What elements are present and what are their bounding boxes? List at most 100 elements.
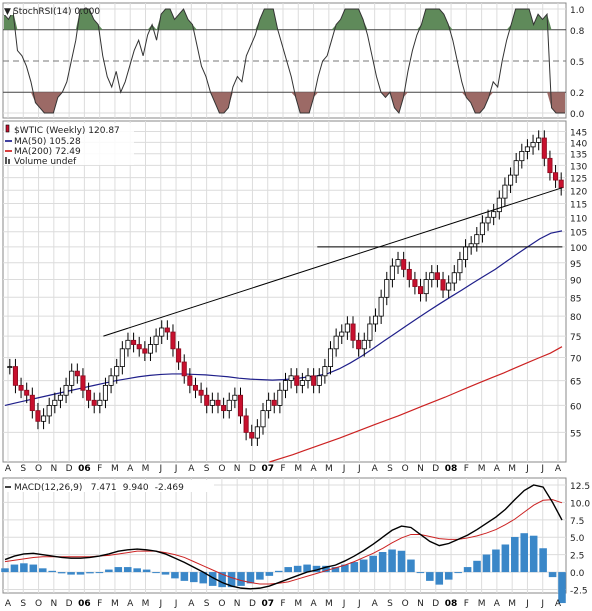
- date-axis-label: 08: [445, 599, 458, 609]
- date-axis-label: J: [540, 599, 544, 609]
- date-axis-label: A: [188, 599, 195, 609]
- macd-histogram-bar: [501, 544, 510, 573]
- line-icon: ▼: [4, 7, 11, 17]
- price-ytick-label: 140: [570, 139, 587, 149]
- candle: [97, 399, 103, 406]
- candle: [74, 370, 80, 377]
- date-axis-label: A: [310, 464, 317, 474]
- candle: [170, 331, 176, 350]
- candle: [41, 415, 47, 422]
- macd-histogram-bar: [161, 572, 170, 575]
- price-ytick-label: 105: [570, 229, 587, 239]
- date-axis-label: J: [357, 464, 361, 474]
- macd-histogram-bar: [397, 550, 406, 573]
- macd-histogram-bar: [152, 572, 160, 574]
- candle: [288, 375, 294, 381]
- candle: [299, 380, 305, 386]
- price-ytick-label: 75: [570, 333, 581, 343]
- macd-histogram-bar: [407, 559, 415, 573]
- candle: [547, 157, 553, 174]
- candle: [333, 335, 339, 350]
- candle: [412, 279, 418, 287]
- price-ytick-label: 120: [570, 187, 587, 197]
- macd-histogram-bar: [256, 572, 264, 580]
- date-axis-label: A: [5, 599, 12, 609]
- macd-histogram-bar: [38, 568, 47, 573]
- macd-histogram-bar: [359, 559, 368, 573]
- candle: [215, 399, 221, 406]
- date-axis-label: J: [158, 599, 162, 609]
- date-axis-label: O: [402, 464, 409, 474]
- candle: [479, 222, 485, 236]
- date-axis-label: J: [158, 464, 162, 474]
- macd-histogram-bar: [76, 572, 85, 575]
- candle: [406, 268, 412, 280]
- price-ytick-label: 90: [570, 277, 582, 287]
- stochrsi-ytick-label: 0.8: [570, 27, 585, 37]
- macd-histogram-bar: [341, 564, 349, 573]
- date-axis-label: J: [525, 599, 529, 609]
- candle: [102, 384, 108, 401]
- candle: [457, 259, 463, 274]
- macd-ytick-label: 7.5: [570, 517, 584, 527]
- date-axis-label: O: [218, 464, 225, 474]
- candle: [463, 246, 469, 260]
- date-axis-label: N: [50, 464, 57, 474]
- candle: [429, 272, 435, 280]
- macd-histogram-bar: [312, 565, 321, 573]
- macd-histogram-bar: [529, 535, 538, 573]
- candle: [502, 184, 508, 199]
- date-axis-label: O: [35, 464, 42, 474]
- candle: [327, 348, 334, 367]
- candle: [446, 282, 452, 291]
- macd-histogram-bar: [142, 569, 151, 573]
- macd-histogram-bar: [105, 569, 113, 573]
- macd-histogram-bar: [133, 568, 141, 573]
- price-ytick-label: 65: [570, 378, 581, 388]
- stochrsi-legend-bg: [4, 5, 13, 15]
- macd-histogram-bar: [123, 567, 132, 573]
- macd-legend-text: 7.471: [91, 483, 117, 493]
- macd-legend-text: MACD(12,26,9): [14, 483, 82, 493]
- candle: [277, 389, 283, 406]
- candle: [322, 366, 328, 377]
- macd-ytick-label: 5.0: [570, 534, 585, 544]
- date-axis-label: F: [464, 599, 469, 609]
- candle: [389, 265, 395, 280]
- macd-histogram-bar: [20, 563, 28, 573]
- candle: [35, 410, 41, 422]
- candle: [18, 384, 24, 391]
- candle: [434, 272, 440, 280]
- volume-icon: [5, 157, 7, 164]
- date-axis-label: J: [342, 464, 346, 474]
- date-axis-label: D: [432, 599, 439, 609]
- candle: [29, 394, 35, 412]
- macd-histogram-bar: [190, 572, 198, 583]
- date-axis-label: M: [111, 464, 119, 474]
- macd-histogram-bar: [199, 572, 208, 584]
- date-axis-label: A: [555, 599, 562, 609]
- candle: [12, 366, 18, 386]
- date-axis-label: M: [294, 464, 302, 474]
- stochrsi-ytick-label: 0.2: [570, 89, 584, 99]
- date-axis-label: M: [508, 599, 516, 609]
- date-axis-label: 07: [261, 464, 274, 474]
- candle: [474, 234, 480, 245]
- date-axis-label: F: [280, 464, 285, 474]
- price-ytick-label: 70: [570, 355, 582, 365]
- candle: [125, 339, 131, 350]
- candle: [187, 375, 193, 386]
- macd-histogram-bar: [388, 549, 396, 573]
- date-axis-label: M: [325, 599, 333, 609]
- candle: [266, 399, 272, 412]
- candle: [553, 172, 559, 181]
- stochrsi-ytick-label: 0.5: [570, 58, 584, 68]
- date-axis-label: 06: [78, 599, 91, 609]
- macd-histogram-bar: [350, 562, 359, 573]
- stochrsi-ytick-label: 1.0: [570, 6, 585, 16]
- macd-ytick-label: 10.0: [570, 499, 590, 509]
- date-axis-label: M: [325, 464, 333, 474]
- macd-histogram-bar: [67, 572, 75, 575]
